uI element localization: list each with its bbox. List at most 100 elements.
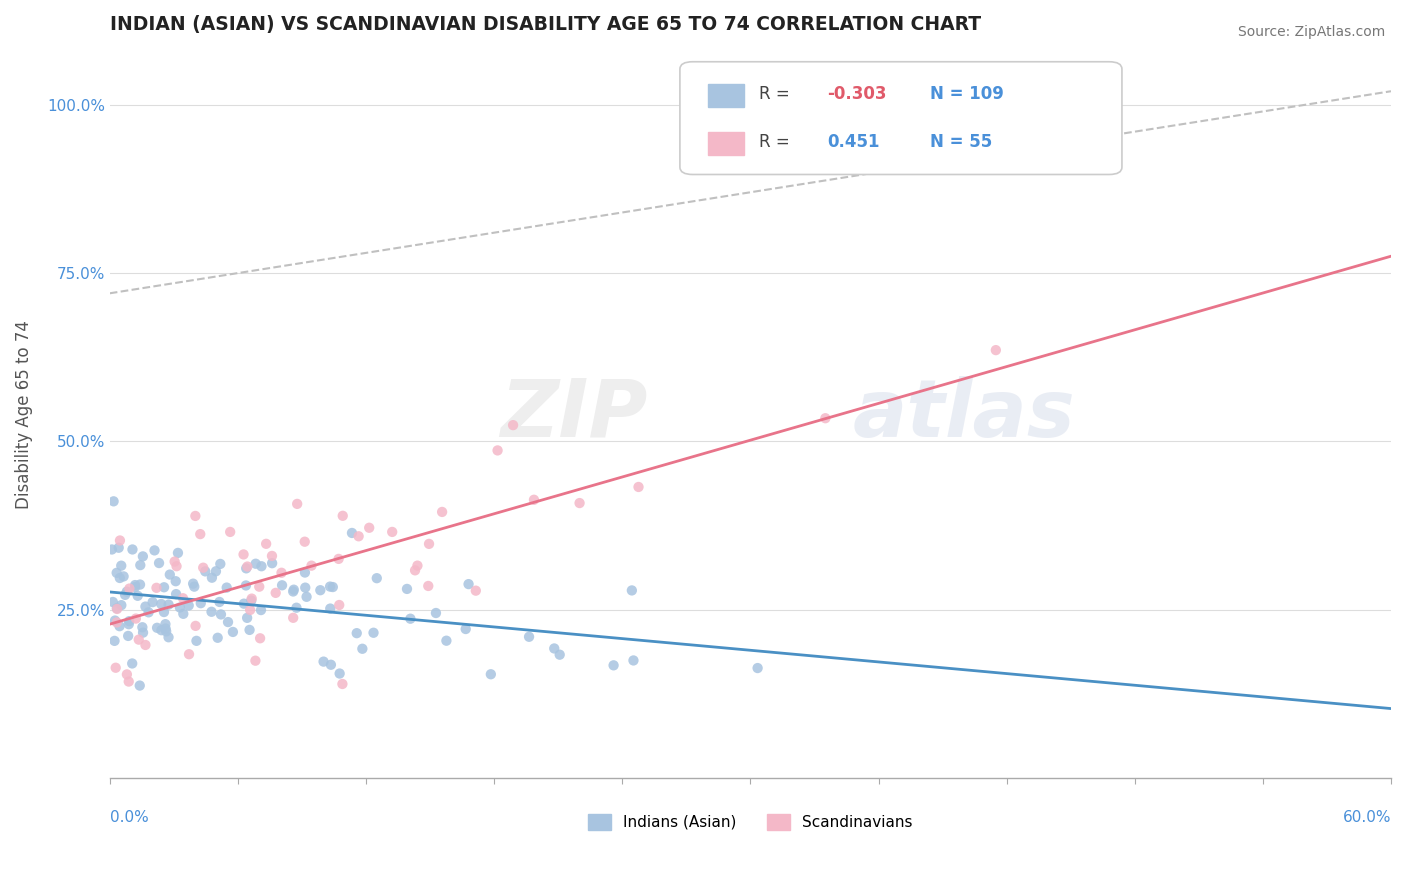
Point <box>322 580 344 594</box>
Point <box>146 621 169 635</box>
Point <box>124 580 146 594</box>
Point <box>406 558 429 573</box>
Point <box>543 641 565 656</box>
Bar <box>709 84 744 107</box>
Point <box>346 626 368 640</box>
Point <box>193 560 215 574</box>
Point <box>155 624 177 639</box>
Point <box>129 558 152 573</box>
Point <box>118 614 141 628</box>
Point <box>166 559 188 574</box>
Point <box>165 587 187 601</box>
Point <box>190 596 212 610</box>
Point <box>131 620 153 634</box>
Point <box>125 611 148 625</box>
Point <box>188 527 211 541</box>
Point <box>172 591 194 606</box>
Point <box>108 619 131 633</box>
Point <box>132 549 155 564</box>
Point <box>502 418 524 433</box>
Point <box>236 559 259 574</box>
Point <box>169 600 191 615</box>
Point <box>404 563 426 577</box>
Point <box>103 494 125 508</box>
Point <box>132 625 155 640</box>
Point <box>112 569 135 583</box>
Point <box>239 603 262 617</box>
Point <box>283 584 305 599</box>
Point <box>209 607 232 622</box>
Point <box>366 571 388 585</box>
Point <box>108 533 131 548</box>
Point <box>283 611 305 625</box>
Point <box>434 633 457 648</box>
Point <box>163 555 186 569</box>
Point <box>145 581 167 595</box>
Point <box>150 623 173 637</box>
Point <box>814 411 837 425</box>
Point <box>107 541 129 555</box>
Point <box>283 582 305 597</box>
Point <box>177 599 200 613</box>
Point <box>207 631 229 645</box>
Point <box>105 615 128 630</box>
Point <box>118 582 141 596</box>
Point <box>347 529 370 543</box>
Point <box>425 606 447 620</box>
Point <box>105 601 128 615</box>
Text: atlas: atlas <box>853 376 1076 453</box>
Point <box>270 566 292 580</box>
Point <box>121 542 143 557</box>
Point <box>627 480 650 494</box>
Text: INDIAN (ASIAN) VS SCANDINAVIAN DISABILITY AGE 65 TO 74 CORRELATION CHART: INDIAN (ASIAN) VS SCANDINAVIAN DISABILIT… <box>110 15 981 34</box>
Point <box>101 542 124 557</box>
Point <box>245 557 267 571</box>
Point <box>240 591 263 606</box>
Point <box>240 593 263 607</box>
Point <box>118 617 141 632</box>
Point <box>134 599 156 614</box>
Point <box>329 666 352 681</box>
Point <box>747 661 769 675</box>
Point <box>319 580 342 594</box>
Point <box>285 497 308 511</box>
Point <box>294 566 316 580</box>
Point <box>129 577 152 591</box>
Point <box>184 619 207 633</box>
Point <box>294 534 316 549</box>
Point <box>181 576 204 591</box>
Point <box>232 548 254 562</box>
Point <box>200 605 222 619</box>
Point <box>159 567 181 582</box>
FancyBboxPatch shape <box>681 62 1122 175</box>
Point <box>117 629 139 643</box>
Point <box>984 343 1007 358</box>
Point <box>118 674 141 689</box>
Point <box>115 667 138 681</box>
Point <box>328 552 350 566</box>
Point <box>457 577 479 591</box>
Point <box>115 584 138 599</box>
Point <box>143 543 166 558</box>
Point <box>418 579 440 593</box>
Point <box>568 496 591 510</box>
Point <box>517 630 540 644</box>
Point <box>184 508 207 523</box>
Point <box>418 537 440 551</box>
Point <box>454 622 477 636</box>
Text: N = 109: N = 109 <box>929 85 1004 103</box>
Point <box>271 578 294 592</box>
Point <box>105 566 128 580</box>
Point <box>250 603 273 617</box>
Point <box>319 601 342 615</box>
Point <box>486 443 509 458</box>
Point <box>105 602 128 616</box>
Point <box>155 622 177 636</box>
Point <box>124 578 146 592</box>
Point <box>194 565 217 579</box>
Point <box>523 492 546 507</box>
Point <box>247 580 270 594</box>
Text: ZIP: ZIP <box>501 376 648 453</box>
Point <box>186 633 208 648</box>
Point <box>430 505 453 519</box>
